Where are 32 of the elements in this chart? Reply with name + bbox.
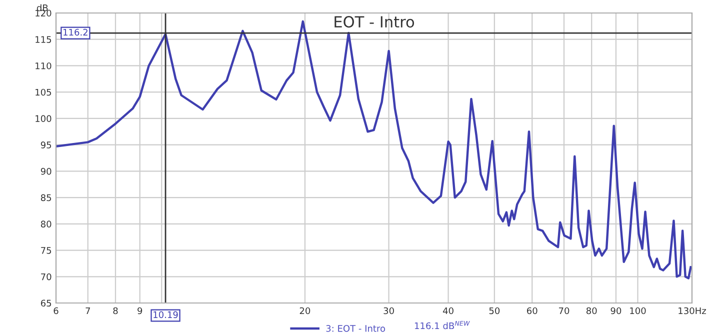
ref-line-label: 116.2 — [64, 28, 88, 36]
y-tick-label: 85 — [40, 194, 52, 202]
x-tick-label: 60 — [527, 307, 538, 314]
y-tick-label: 120 — [36, 10, 52, 17]
x-tick-label: 90 — [610, 307, 622, 314]
y-tick-label: 115 — [36, 36, 52, 43]
legend-label: 3: EOT - Intro — [326, 324, 386, 332]
x-tick-label: 100 — [630, 307, 646, 314]
ref-line-label: 10.19 — [154, 311, 178, 318]
chart-title: EOT - Intro — [334, 16, 414, 28]
text: 116.1 dB$^{NEW}$ — [414, 320, 470, 330]
x-tick-label: 40 — [442, 307, 454, 314]
y-tick-label: 80 — [40, 220, 52, 228]
x-tick-label: 6 — [54, 307, 58, 314]
x-tick-label: 8 — [113, 307, 118, 314]
x-tick-label: 70 — [558, 307, 570, 314]
x-tick-label: 80 — [586, 307, 597, 314]
x-tick-label: 9 — [138, 307, 142, 314]
y-tick-label: 110 — [36, 62, 52, 70]
x-tick-label: 50 — [489, 307, 500, 314]
x-tick-label: 7 — [86, 307, 90, 314]
x-tick-label: 130Hz — [678, 307, 706, 314]
x-tick-label: 30 — [384, 307, 394, 314]
y-tick-label: 100 — [36, 115, 52, 122]
x-tick-label: 20 — [300, 307, 310, 314]
y-tick-label: 75 — [41, 247, 52, 254]
y-axis-title: dB — [36, 4, 48, 12]
y-tick-label: 70 — [41, 273, 52, 280]
y-tick-label: 95 — [40, 142, 52, 148]
y-tick-label: 90 — [40, 168, 52, 175]
y-tick-label: 65 — [40, 300, 52, 307]
y-tick-label: 105 — [36, 88, 52, 96]
